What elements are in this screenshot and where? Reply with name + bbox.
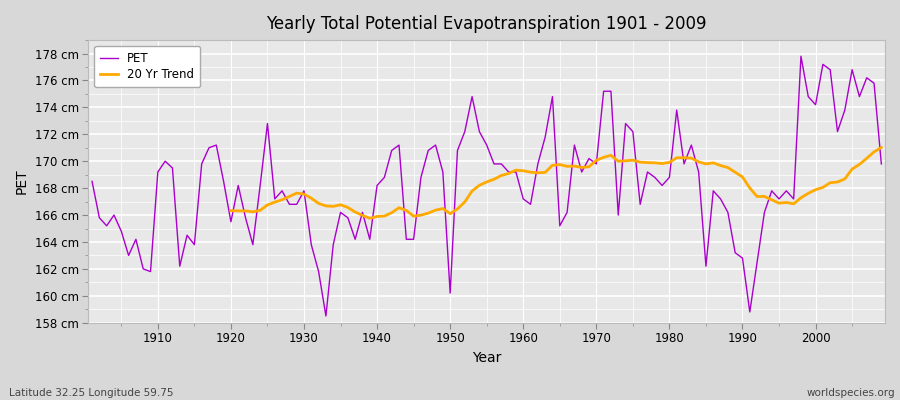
PET <box>86 179 97 184</box>
PET <box>796 54 806 59</box>
20 Yr Trend <box>364 216 375 221</box>
20 Yr Trend <box>876 145 886 150</box>
Line: 20 Yr Trend: 20 Yr Trend <box>231 148 881 218</box>
PET <box>613 213 624 218</box>
PET <box>876 162 886 166</box>
Text: worldspecies.org: worldspecies.org <box>807 388 896 398</box>
PET <box>145 269 156 274</box>
Title: Yearly Total Potential Evapotranspiration 1901 - 2009: Yearly Total Potential Evapotranspiratio… <box>266 15 707 33</box>
PET <box>320 314 331 318</box>
PET <box>306 242 317 247</box>
PET <box>518 196 528 201</box>
20 Yr Trend <box>686 156 697 160</box>
20 Yr Trend <box>226 208 237 213</box>
20 Yr Trend <box>854 162 865 167</box>
20 Yr Trend <box>788 202 799 206</box>
Line: PET: PET <box>92 56 881 316</box>
PET <box>526 202 536 207</box>
Legend: PET, 20 Yr Trend: PET, 20 Yr Trend <box>94 46 201 87</box>
PET <box>357 210 368 215</box>
20 Yr Trend <box>313 201 324 206</box>
Y-axis label: PET: PET <box>15 169 29 194</box>
X-axis label: Year: Year <box>472 351 501 365</box>
20 Yr Trend <box>774 201 785 206</box>
Text: Latitude 32.25 Longitude 59.75: Latitude 32.25 Longitude 59.75 <box>9 388 174 398</box>
20 Yr Trend <box>430 208 441 212</box>
